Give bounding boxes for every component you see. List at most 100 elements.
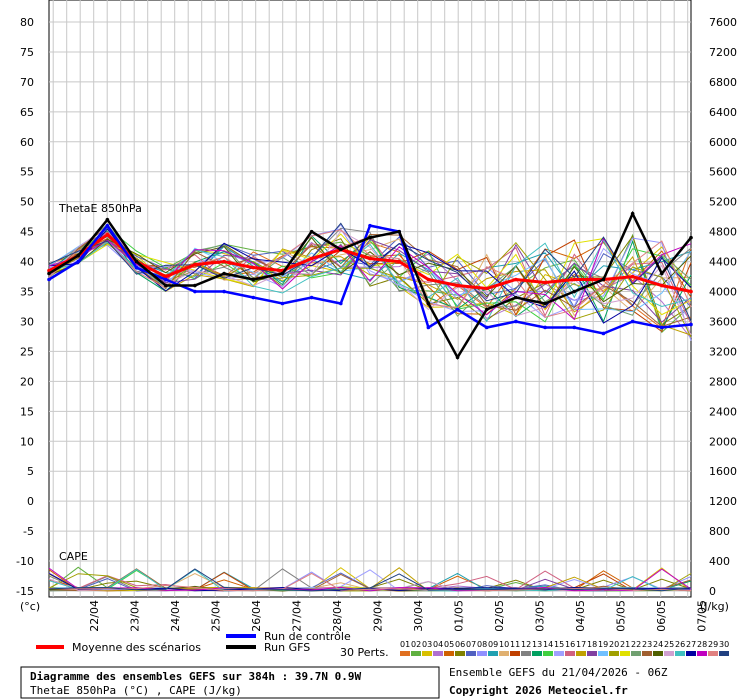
- pert-swatch: [664, 651, 674, 656]
- series-point: [47, 271, 51, 276]
- series-point: [397, 229, 401, 234]
- right-tick-label: 6000: [709, 136, 737, 149]
- perturbation-cape-line: [48, 572, 692, 592]
- pert-number: 03: [422, 640, 432, 649]
- right-tick-label: 3200: [709, 345, 737, 358]
- x-tick-label: 01/05: [453, 600, 466, 632]
- pert-swatch: [554, 651, 564, 656]
- pert-swatch: [642, 651, 652, 656]
- series-point: [397, 259, 401, 264]
- pert-swatch: [499, 651, 509, 656]
- series-point: [660, 283, 664, 288]
- pert-swatch: [653, 651, 663, 656]
- right-tick-label: 2000: [709, 435, 737, 448]
- pert-number: 02: [411, 640, 421, 649]
- series-point: [630, 274, 635, 279]
- pert-swatch: [510, 651, 520, 656]
- series-point: [193, 262, 197, 267]
- x-tick-label: 23/04: [129, 600, 142, 632]
- pert-swatch: [576, 651, 586, 656]
- pert-swatch: [686, 651, 696, 656]
- series-point: [484, 307, 489, 312]
- info-subtitle: ThetaE 850hPa (°C) , CAPE (J/kg): [30, 684, 242, 697]
- right-tick-label: 7200: [709, 46, 737, 59]
- right-tick-label: 5200: [709, 196, 737, 209]
- series-point: [76, 253, 80, 258]
- pert-number: 26: [675, 640, 685, 649]
- series-point: [193, 289, 197, 294]
- series-point: [543, 280, 547, 285]
- right-tick-label: 4000: [709, 286, 737, 299]
- info-title: Diagramme des ensembles GEFS sur 384h : …: [30, 670, 362, 683]
- pert-number: 04: [433, 640, 443, 649]
- left-tick-label: 30: [20, 315, 34, 328]
- left-tick-label: 10: [20, 435, 34, 448]
- series-point: [163, 277, 168, 282]
- x-tick-label: 26/04: [250, 600, 263, 632]
- series-point: [543, 301, 547, 306]
- left-tick-label: 60: [20, 136, 34, 149]
- left-tick-label: 15: [20, 405, 34, 418]
- right-tick-label: 5600: [709, 166, 737, 179]
- perturbation-legend: 01 02 03 04 05 06 07 08 09 10 11 12 13 14 15 16 17 18 19 20…: [400, 640, 729, 656]
- x-tick-label: 27/04: [291, 600, 304, 632]
- series-point: [193, 283, 197, 288]
- pert-number: 06: [455, 640, 465, 649]
- pert-number: 05: [444, 640, 454, 649]
- x-tick-label: 02/05: [493, 600, 506, 632]
- series-point: [426, 301, 431, 306]
- left-tick-label: 40: [20, 256, 34, 269]
- pert-swatch: [697, 651, 707, 656]
- series-point: [134, 259, 139, 264]
- pert-swatch: [521, 651, 531, 656]
- left-tick-label: 80: [20, 16, 34, 29]
- x-tick-label: 07/05: [696, 600, 709, 632]
- series-point: [251, 265, 256, 270]
- x-tick-label: 30/04: [412, 600, 425, 632]
- cape-panel-label: CAPE: [59, 550, 88, 563]
- perturbation-lines: [48, 222, 692, 592]
- series-point: [484, 286, 489, 291]
- perturbation-line: [48, 222, 692, 322]
- pert-number: 25: [664, 640, 674, 649]
- x-tick-label: 05/05: [615, 600, 628, 632]
- pert-swatch: [466, 651, 476, 656]
- series-point: [630, 319, 635, 324]
- series-point: [309, 229, 314, 234]
- series-point: [280, 301, 285, 306]
- pert-number: 09: [488, 640, 498, 649]
- info-box: [20, 666, 440, 699]
- series-point: [222, 271, 226, 276]
- left-tick-label: 65: [20, 106, 34, 119]
- series-point: [572, 289, 577, 294]
- pert-number: 17: [576, 640, 586, 649]
- run-info: Ensemble GEFS du 21/04/2026 - 06Z: [449, 666, 668, 679]
- x-tick-label: 22/04: [88, 600, 101, 632]
- pert-swatch: [631, 651, 641, 656]
- pert-number: 29: [708, 640, 718, 649]
- series-point: [309, 295, 314, 300]
- series-point: [572, 325, 577, 330]
- series-point: [47, 268, 51, 273]
- series-point: [601, 331, 606, 336]
- series-point: [76, 259, 80, 264]
- series-point: [455, 307, 460, 312]
- left-tick-label: 5: [27, 465, 34, 478]
- pert-number: 24: [653, 640, 663, 649]
- series-point: [514, 319, 518, 324]
- series-point: [134, 265, 139, 270]
- series-point: [222, 259, 226, 264]
- pert-swatch: [598, 651, 608, 656]
- series-point: [368, 256, 372, 261]
- legend-control-label: Run de contrôle: [264, 630, 351, 643]
- series-point: [105, 223, 110, 228]
- pert-number: 30: [719, 640, 729, 649]
- pert-number: 19: [598, 640, 608, 649]
- series-point: [426, 277, 431, 282]
- pert-swatch: [565, 651, 575, 656]
- perturbation-line: [48, 227, 692, 323]
- series-point: [543, 325, 547, 330]
- series-point: [105, 217, 110, 222]
- series-point: [163, 274, 168, 279]
